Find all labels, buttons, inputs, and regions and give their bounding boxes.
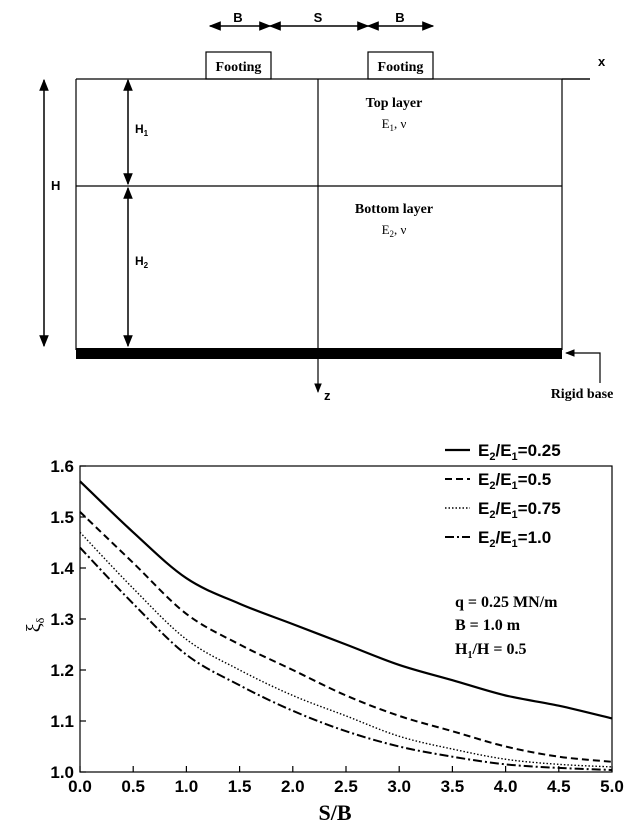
footing-right [367,51,434,80]
series-line-1 [79,480,613,720]
dim-label-b-right: B [395,10,404,25]
x-tick-label: 0.0 [68,777,92,796]
param-b: B = 1.0 m [455,617,521,634]
y-tick-label: 1.2 [50,661,74,680]
param-h-ratio: H1/H = 0.5 [455,641,526,661]
schematic-diagram: B S B Footing Footing z x H H1 H2 Top la… [39,10,614,403]
x-tick-label: 1.5 [228,777,252,796]
x-tick-label: 4.0 [494,777,518,796]
y-axis-ticks: 1.0 1.1 1.2 1.3 1.4 1.5 1.6 [50,457,86,782]
x-tick-label: 5.0 [600,777,624,796]
bottom-layer-title: Bottom layer [355,202,433,217]
x-tick-label: 2.5 [334,777,358,796]
x-tick-label: 3.5 [441,777,465,796]
y-tick-label: 1.1 [50,712,74,731]
x-axis-title: S/B [318,800,351,825]
x-tick-label: 1.0 [175,777,199,796]
rigid-base-bar [76,348,562,359]
footing-right-label: Footing [378,60,424,75]
y-axis-title: ξδ [23,617,47,632]
x-tick-label: 2.0 [281,777,305,796]
legend-label-1: E2/E1=0.25 [478,441,561,463]
top-layer-properties: E1, ν [382,116,407,133]
top-layer-title: Top layer [366,96,423,111]
footing-left-label: Footing [216,60,262,75]
y-tick-label: 1.0 [50,763,74,782]
dim-label-s: S [314,10,323,25]
x-tick-label: 4.5 [547,777,571,796]
legend-label-3: E2/E1=0.75 [478,499,561,521]
x-axis-label: x [598,54,606,69]
bottom-layer-properties: E2, ν [382,222,407,239]
rigid-base-pointer [565,349,601,383]
y-tick-label: 1.5 [50,508,74,527]
legend-label-2: E2/E1=0.5 [478,470,551,492]
x-axis-ticks: 0.0 0.5 1.0 1.5 2.0 2.5 3.0 3.5 4.0 4.5 5.0 [68,766,624,796]
legend-label-4: E2/E1=1.0 [478,528,551,550]
dim-label-h1: H1 [135,122,149,138]
rigid-base-label: Rigid base [551,387,614,402]
y-tick-label: 1.3 [50,610,74,629]
series-line-4 [79,546,613,771]
series-lines [79,480,613,771]
y-tick-label: 1.6 [50,457,74,476]
x-tick-label: 3.0 [387,777,411,796]
footing-left [205,51,272,80]
z-axis-label: z [324,388,331,403]
param-q: q = 0.25 MN/m [455,594,558,611]
parameter-annotations: q = 0.25 MN/m B = 1.0 m H1/H = 0.5 [455,594,558,661]
dim-label-h: H [51,178,60,193]
legend: E2/E1=0.25 E2/E1=0.5 E2/E1=0.75 E2/E1=1.0 [445,441,561,550]
series-line-3 [79,531,613,768]
dim-label-h2: H2 [135,254,149,270]
y-tick-label: 1.4 [50,559,74,578]
x-tick-label: 0.5 [121,777,145,796]
dim-label-b-left: B [233,10,242,25]
chart: 1.0 1.1 1.2 1.3 1.4 1.5 1.6 0.0 0.5 1.0 1.5 2.0 2.5… [23,441,624,825]
series-line-2 [79,511,613,763]
